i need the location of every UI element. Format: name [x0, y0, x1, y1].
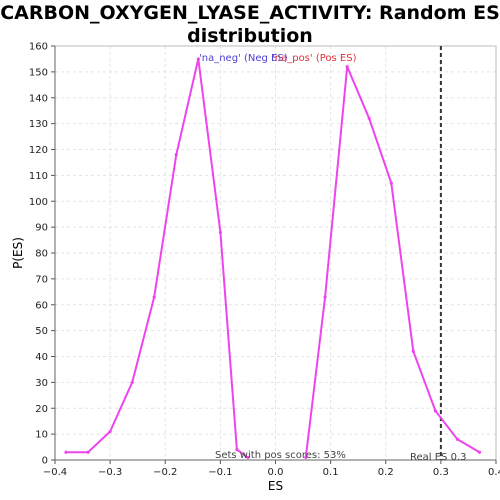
x-tick-label: 0.0	[268, 467, 284, 478]
pos-es-series-line	[304, 65, 481, 458]
y-tick-label: 120	[29, 145, 48, 156]
neg-es-data-point	[64, 450, 68, 454]
y-tick-label: 130	[29, 119, 48, 130]
neg-es-data-point	[246, 455, 250, 460]
y-tick-label: 90	[35, 223, 48, 234]
pos-es-data-point	[477, 450, 482, 454]
x-axis-label: ES	[268, 479, 283, 493]
neg-es-data-point	[152, 295, 156, 299]
pos-es-data-point	[304, 455, 308, 460]
neg-es-data-point	[196, 57, 200, 61]
y-tick-label: 110	[29, 171, 48, 182]
y-tick-label: 80	[35, 249, 48, 260]
x-tick-label: −0.1	[208, 467, 232, 478]
y-tick-label: 70	[35, 274, 48, 285]
y-tick-label: 160	[29, 42, 48, 53]
pos-es-data-point	[345, 65, 349, 69]
neg-es-data-point	[108, 429, 112, 434]
y-tick-label: 40	[35, 352, 48, 363]
legend-entry-pos: 'na_pos' (Pos ES)	[272, 53, 357, 64]
y-tick-label: 0	[42, 456, 48, 467]
pos-es-data-point	[323, 295, 327, 299]
pos-es-data-point	[367, 116, 371, 121]
y-axis-label: P(ES)	[11, 237, 25, 269]
neg-es-data-point	[86, 450, 90, 454]
pos-es-data-point	[433, 409, 437, 413]
y-tick-label: 20	[35, 404, 48, 415]
x-tick-label: 0.2	[378, 467, 394, 478]
neg-es-series-line	[66, 57, 249, 459]
y-tick-label: 60	[35, 300, 48, 311]
neg-es-data-point	[174, 153, 178, 157]
pos-es-data-point	[411, 349, 415, 353]
pos-scores-annotation: Sets with pos scores: 53%	[215, 450, 346, 461]
x-tick-label: −0.3	[98, 467, 122, 478]
pos-es-data-point	[389, 181, 393, 185]
y-tick-label: 10	[35, 430, 48, 441]
chart-title: CARBON_OXYGEN_LYASE_ACTIVITY: Random ES …	[0, 2, 500, 47]
axis-layer: 0 10 20 30 40 50 60 70 80 90 100 110 120 130 140 150 160…	[29, 42, 500, 479]
x-tick-label: −0.2	[153, 467, 177, 478]
y-tick-label: 100	[29, 197, 48, 208]
x-tick-label: 0.3	[433, 467, 449, 478]
x-tick-label: 0.1	[323, 467, 339, 478]
real-es-annotation: Real ES 0.3	[410, 452, 466, 463]
legend-entry-neg: 'na_neg' (Neg ES)	[199, 53, 288, 64]
neg-es-data-point	[218, 230, 222, 234]
series-layer	[64, 57, 482, 460]
pos-es-data-point	[455, 437, 460, 441]
y-tick-label: 30	[35, 378, 48, 389]
y-tick-label: 50	[35, 326, 48, 337]
x-tick-label: −0.4	[43, 467, 67, 478]
neg-es-data-point	[235, 448, 239, 452]
neg-es-data-point	[130, 380, 134, 384]
y-tick-label: 150	[29, 67, 48, 78]
y-tick-label: 140	[29, 93, 48, 104]
x-tick-label: 0.4	[488, 467, 500, 478]
